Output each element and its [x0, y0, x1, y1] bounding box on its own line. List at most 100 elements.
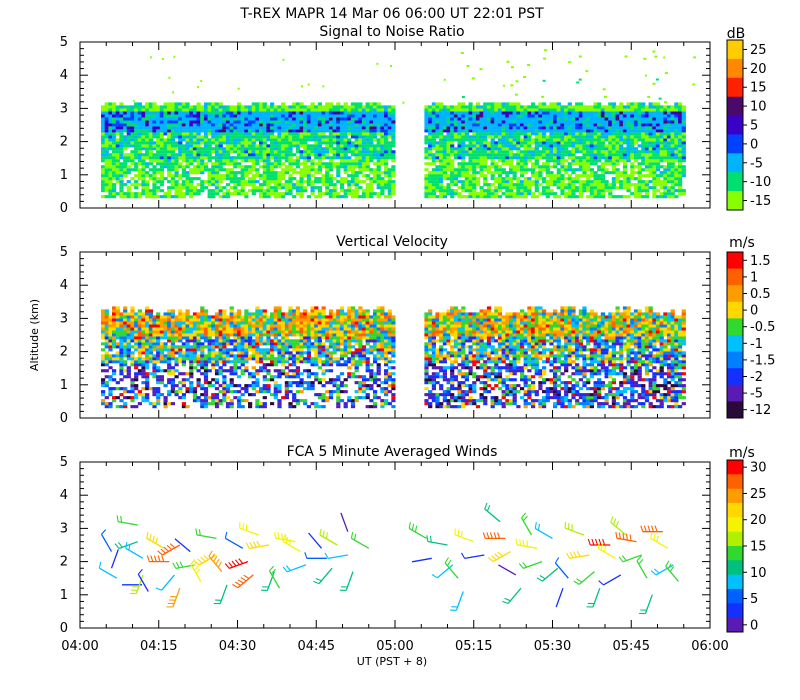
snr-cell	[332, 156, 337, 160]
snr-cell	[468, 111, 473, 115]
snr-cell	[461, 183, 466, 187]
snr-cell	[192, 150, 198, 154]
snr-cell	[630, 165, 635, 169]
snr-cell	[192, 144, 198, 148]
snr-cell	[148, 174, 153, 178]
snr-cell	[483, 192, 488, 196]
snr-cell	[229, 111, 234, 115]
velocity-cell	[145, 342, 150, 346]
snr-cell	[553, 117, 558, 121]
snr-cell	[542, 79, 546, 82]
snr-cell	[633, 135, 639, 139]
snr-cell	[277, 156, 282, 160]
snr-cell	[248, 144, 253, 148]
snr-cell	[475, 162, 481, 166]
velocity-cell	[170, 348, 175, 352]
snr-cell	[520, 111, 525, 115]
velocity-cell	[152, 321, 157, 325]
snr-cell	[626, 129, 631, 133]
snr-cell	[659, 111, 664, 115]
snr-cell	[593, 105, 598, 109]
velocity-cell	[145, 348, 150, 352]
velocity-cell	[159, 330, 164, 334]
snr-cell	[108, 120, 113, 124]
velocity-cell	[119, 405, 124, 409]
snr-cell	[137, 177, 142, 181]
snr-cell	[251, 186, 256, 190]
snr-cell	[200, 80, 203, 83]
snr-cell	[424, 183, 429, 187]
snr-cell	[659, 126, 664, 130]
snr-cell	[545, 105, 550, 109]
snr-cell	[512, 183, 517, 187]
snr-cell	[512, 135, 517, 139]
snr-cell	[251, 138, 256, 142]
snr-cell	[339, 165, 345, 169]
snr-cell	[295, 111, 300, 115]
velocity-cell	[115, 318, 120, 322]
snr-cell	[567, 195, 572, 199]
snr-cell	[538, 117, 543, 121]
snr-cell	[678, 129, 683, 133]
snr-cell	[248, 159, 253, 163]
snr-cell	[578, 138, 583, 142]
snr-cell	[659, 192, 664, 196]
snr-cell	[575, 147, 580, 151]
snr-cell	[670, 123, 675, 127]
snr-cell	[553, 138, 558, 142]
snr-cell	[222, 150, 227, 154]
snr-cell	[531, 132, 536, 136]
snr-cell	[115, 147, 120, 151]
snr-cell	[387, 105, 392, 109]
snr-cell	[556, 168, 561, 172]
snr-cell	[123, 171, 128, 175]
snr-cell	[273, 183, 278, 187]
snr-cell	[384, 159, 389, 163]
snr-cell	[347, 180, 352, 184]
snr-cell	[347, 174, 352, 178]
snr-cell	[597, 159, 602, 163]
snr-cell	[207, 195, 212, 199]
snr-cell	[387, 132, 392, 136]
snr-cell	[556, 171, 561, 175]
snr-cell	[446, 135, 451, 139]
velocity-cell	[101, 330, 106, 334]
velocity-cell	[108, 393, 113, 397]
snr-cell	[303, 117, 308, 121]
snr-cell	[211, 165, 216, 169]
snr-cell	[593, 117, 598, 121]
snr-cell	[622, 165, 628, 169]
snr-cell	[384, 171, 389, 175]
snr-cell	[648, 153, 653, 157]
snr-cell	[589, 138, 594, 142]
snr-cell	[123, 159, 128, 163]
snr-cell	[101, 123, 106, 127]
velocity-cell	[152, 345, 157, 349]
snr-cell	[597, 174, 602, 178]
snr-cell	[512, 144, 517, 148]
snr-cell	[244, 105, 249, 109]
snr-cell	[534, 180, 539, 184]
snr-cell	[380, 120, 385, 124]
snr-cell	[376, 147, 381, 151]
snr-cell	[508, 111, 514, 115]
snr-cell	[262, 144, 267, 148]
snr-cell	[567, 153, 572, 157]
snr-cell	[468, 189, 473, 193]
snr-cell	[637, 135, 642, 139]
snr-cell	[578, 165, 583, 169]
snr-cell	[659, 129, 664, 133]
snr-cell	[545, 192, 550, 196]
snr-cell	[354, 195, 359, 199]
snr-cell	[292, 108, 297, 112]
snr-cell	[328, 114, 334, 118]
snr-cell	[303, 150, 308, 154]
snr-cell	[608, 192, 613, 196]
snr-cell	[251, 114, 256, 118]
snr-cell	[553, 141, 558, 145]
snr-cell	[545, 168, 550, 172]
snr-cell	[376, 183, 381, 187]
velocity-cell	[130, 333, 135, 337]
snr-cell	[527, 132, 532, 136]
snr-cell	[424, 111, 429, 115]
